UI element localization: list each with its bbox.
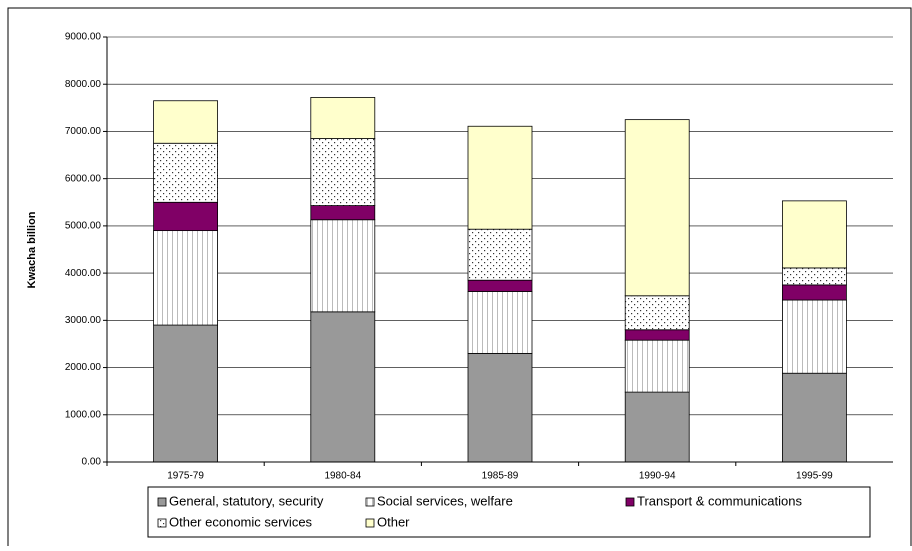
bar-segment — [624, 119, 690, 297]
bar-segment — [467, 291, 533, 354]
legend-label: Other economic services — [169, 514, 313, 529]
x-tick-label: 1975-79 — [167, 471, 204, 482]
bar-segment — [624, 339, 690, 393]
bar-segment — [782, 284, 847, 301]
x-tick-label: 1990-94 — [639, 471, 676, 482]
legend — [147, 486, 871, 538]
legend-swatch — [365, 497, 375, 507]
bar-segment — [467, 125, 533, 230]
bar-segment — [782, 200, 847, 269]
x-tick-label: 1995-99 — [796, 471, 833, 482]
bar-segment — [624, 391, 690, 463]
x-tick-label: 1980-84 — [324, 471, 361, 482]
bar-segment — [782, 267, 847, 286]
bar-segment — [310, 219, 376, 313]
y-tick-label: 8000.00 — [65, 79, 102, 90]
y-tick-label: 5000.00 — [65, 221, 102, 232]
bar-segment — [310, 311, 376, 463]
y-tick-label: 4000.00 — [65, 268, 102, 279]
bar-segment — [310, 97, 376, 139]
bar-segment — [310, 138, 376, 206]
bar-segment — [782, 372, 847, 463]
bar-segment — [467, 352, 533, 463]
legend-swatch — [157, 518, 167, 528]
legend-swatch — [365, 518, 375, 528]
bar-segment — [624, 295, 690, 331]
bar-segment — [153, 201, 219, 232]
bar-segment — [467, 228, 533, 281]
bar-segment — [153, 100, 219, 144]
legend-label: Other — [377, 514, 410, 529]
y-tick-label: 3000.00 — [65, 315, 102, 326]
y-tick-label: 0.00 — [82, 457, 102, 468]
bar-segment — [782, 299, 847, 374]
chart-frame — [7, 7, 912, 551]
bar-segment — [467, 279, 533, 292]
bar-segment — [310, 205, 376, 221]
legend-label: Social services, welfare — [377, 493, 513, 508]
bar-segment — [624, 329, 690, 341]
legend-swatch — [157, 497, 167, 507]
y-tick-label: 7000.00 — [65, 126, 102, 137]
bar-segment — [153, 142, 219, 203]
y-tick-label: 9000.00 — [65, 32, 102, 43]
bar-segment — [153, 324, 219, 463]
y-axis-label: Kwacha billion — [26, 211, 38, 288]
y-tick-label: 2000.00 — [65, 362, 102, 373]
legend-label: Transport & communications — [637, 493, 802, 508]
legend-swatch — [625, 497, 635, 507]
legend-label: General, statutory, security — [169, 493, 324, 508]
y-tick-label: 6000.00 — [65, 173, 102, 184]
bar-segment — [153, 230, 219, 326]
x-tick-label: 1985-89 — [482, 471, 519, 482]
y-tick-label: 1000.00 — [65, 409, 102, 420]
